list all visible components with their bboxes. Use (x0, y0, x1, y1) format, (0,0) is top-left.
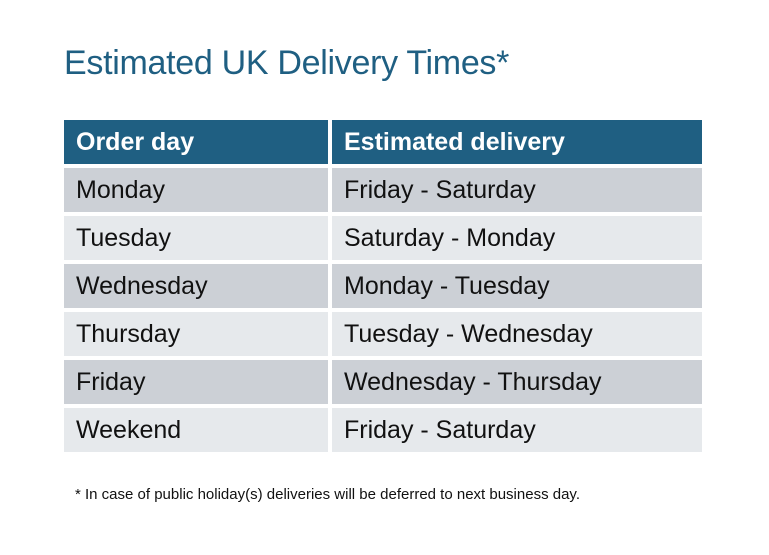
header-estimated-delivery: Estimated delivery (332, 120, 702, 164)
table-header-row: Order day Estimated delivery (64, 120, 702, 164)
table-row: Monday Friday - Saturday (64, 168, 702, 212)
table-row: Tuesday Saturday - Monday (64, 216, 702, 260)
order-day-cell: Tuesday (64, 216, 328, 260)
table-row: Wednesday Monday - Tuesday (64, 264, 702, 308)
estimated-delivery-cell: Friday - Saturday (332, 408, 702, 452)
order-day-cell: Weekend (64, 408, 328, 452)
page-title: Estimated UK Delivery Times* (64, 44, 510, 82)
estimated-delivery-cell: Monday - Tuesday (332, 264, 702, 308)
table-row: Thursday Tuesday - Wednesday (64, 312, 702, 356)
estimated-delivery-cell: Tuesday - Wednesday (332, 312, 702, 356)
delivery-times-table: Order day Estimated delivery Monday Frida… (60, 116, 706, 456)
estimated-delivery-cell: Friday - Saturday (332, 168, 702, 212)
order-day-cell: Monday (64, 168, 328, 212)
table-row: Friday Wednesday - Thursday (64, 360, 702, 404)
header-order-day: Order day (64, 120, 328, 164)
footnote: * In case of public holiday(s) deliverie… (75, 486, 580, 503)
table-row: Weekend Friday - Saturday (64, 408, 702, 452)
estimated-delivery-cell: Wednesday - Thursday (332, 360, 702, 404)
order-day-cell: Thursday (64, 312, 328, 356)
order-day-cell: Friday (64, 360, 328, 404)
order-day-cell: Wednesday (64, 264, 328, 308)
estimated-delivery-cell: Saturday - Monday (332, 216, 702, 260)
